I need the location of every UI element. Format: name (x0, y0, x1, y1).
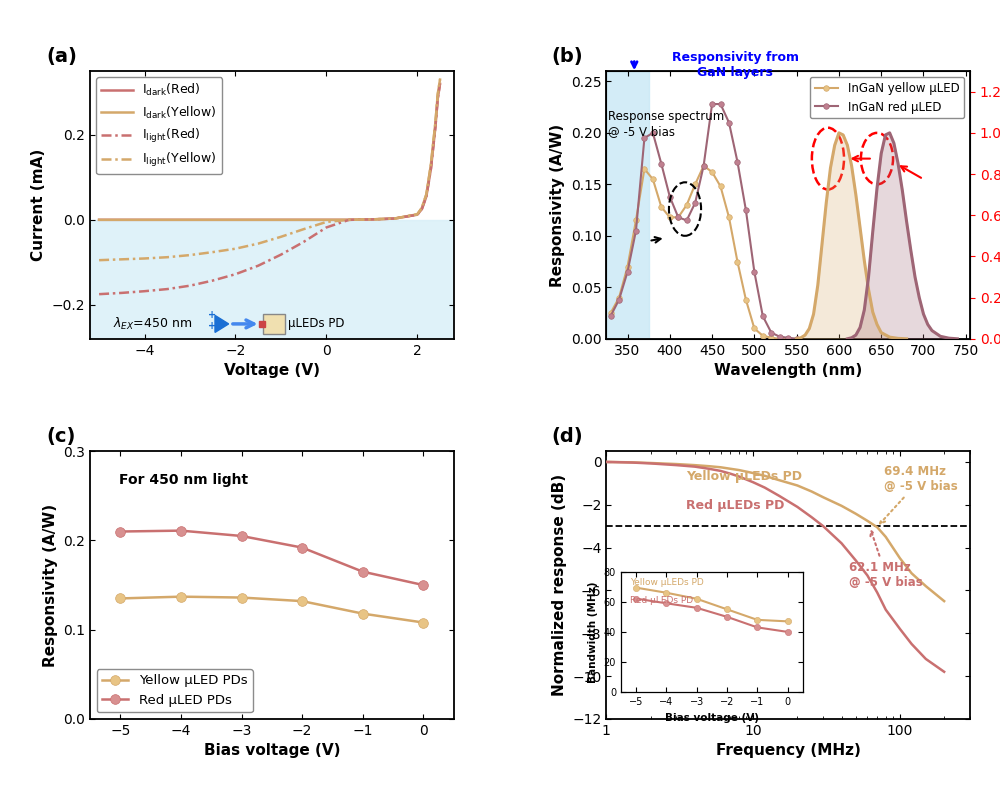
InGaN yellow μLED (757, 331, 769, 340)
InGaN red μLED (757, 311, 769, 321)
Text: μLEDs PD: μLEDs PD (288, 318, 344, 330)
InGaN red μLED (613, 295, 625, 304)
InGaN red μLED (655, 159, 667, 168)
Yellow μLED PDs (114, 594, 126, 604)
Y-axis label: Current (mA): Current (mA) (31, 149, 46, 261)
InGaN red μLED (774, 332, 786, 341)
InGaN yellow μLED (723, 213, 735, 222)
Text: (a): (a) (46, 47, 77, 66)
Y-axis label: Responsivity (A/W): Responsivity (A/W) (550, 123, 565, 287)
Yellow μLED PDs (357, 609, 369, 619)
InGaN yellow μLED (613, 293, 625, 303)
Yellow μLED PDs (417, 618, 429, 627)
InGaN red μLED (638, 134, 650, 143)
InGaN red μLED (630, 226, 642, 235)
Bar (606, 71, 649, 339)
Red μLED PDs (417, 581, 429, 590)
InGaN yellow μLED (698, 161, 710, 171)
Red μLED PDs (357, 567, 369, 577)
Red μLED PDs (236, 531, 248, 540)
Text: $\lambda_{EX}$=450 nm: $\lambda_{EX}$=450 nm (113, 316, 192, 332)
InGaN red μLED (731, 157, 743, 167)
X-axis label: Bias voltage (V): Bias voltage (V) (204, 743, 340, 758)
InGaN yellow μLED (740, 295, 752, 304)
InGaN yellow μLED (605, 308, 617, 318)
InGaN yellow μLED (748, 324, 760, 333)
InGaN yellow μLED (664, 213, 676, 222)
Legend: $\mathregular{I_{dark}}$(Red), $\mathregular{I_{dark}}$(Yellow), $\mathregular{I: $\mathregular{I_{dark}}$(Red), $\mathreg… (96, 77, 222, 175)
InGaN red μLED (723, 118, 735, 127)
Text: 69.4 MHz
@ -5 V bias: 69.4 MHz @ -5 V bias (880, 465, 958, 524)
Line: Yellow μLED PDs: Yellow μLED PDs (115, 592, 428, 627)
Text: +: + (208, 322, 216, 332)
InGaN red μLED (672, 213, 684, 222)
Line: InGaN red μLED: InGaN red μLED (608, 101, 799, 341)
InGaN red μLED (681, 216, 693, 225)
InGaN yellow μLED (622, 262, 634, 272)
Text: For 450 nm light: For 450 nm light (119, 472, 248, 487)
Red μLED PDs (175, 526, 187, 536)
Text: 62.1 MHz
@ -5 V bias: 62.1 MHz @ -5 V bias (849, 531, 923, 589)
InGaN yellow μLED (765, 333, 777, 343)
InGaN yellow μLED (647, 175, 659, 184)
Line: InGaN yellow μLED: InGaN yellow μLED (608, 163, 799, 341)
InGaN yellow μLED (638, 164, 650, 174)
Yellow μLED PDs (296, 596, 308, 606)
Legend: Yellow μLED PDs, Red μLED PDs: Yellow μLED PDs, Red μLED PDs (97, 669, 253, 713)
Text: (b): (b) (552, 47, 583, 66)
Text: +: + (208, 310, 216, 321)
InGaN yellow μLED (774, 334, 786, 344)
InGaN red μLED (748, 267, 760, 276)
Red μLED PDs (296, 543, 308, 552)
Line: Red μLED PDs: Red μLED PDs (115, 526, 428, 590)
InGaN yellow μLED (630, 216, 642, 225)
X-axis label: Voltage (V): Voltage (V) (224, 363, 320, 378)
InGaN yellow μLED (782, 334, 794, 344)
Text: (d): (d) (552, 427, 583, 446)
Text: Responsivity from
GaN layers: Responsivity from GaN layers (672, 51, 798, 79)
Y-axis label: Responsivity (A/W): Responsivity (A/W) (43, 503, 58, 667)
InGaN red μLED (689, 198, 701, 208)
InGaN red μLED (605, 311, 617, 321)
InGaN red μLED (782, 333, 794, 343)
InGaN red μLED (647, 128, 659, 137)
InGaN red μLED (715, 100, 727, 109)
Legend: InGaN yellow μLED, InGaN red μLED: InGaN yellow μLED, InGaN red μLED (810, 77, 964, 118)
InGaN red μLED (740, 205, 752, 215)
InGaN yellow μLED (689, 179, 701, 189)
Bar (263, 314, 285, 333)
InGaN yellow μLED (706, 167, 718, 177)
InGaN yellow μLED (681, 200, 693, 209)
Y-axis label: Normalized response (dB): Normalized response (dB) (552, 474, 567, 696)
Yellow μLED PDs (236, 592, 248, 602)
Text: (c): (c) (46, 427, 76, 446)
InGaN red μLED (698, 161, 710, 171)
Red μLED PDs (114, 527, 126, 536)
Polygon shape (215, 315, 229, 333)
Text: Yellow μLEDs PD: Yellow μLEDs PD (686, 470, 802, 483)
Text: $\mathregular{\frac{+}{-}}$: $\mathregular{\frac{+}{-}}$ (270, 320, 278, 330)
Yellow μLED PDs (175, 592, 187, 601)
InGaN yellow μLED (791, 334, 803, 344)
InGaN red μLED (664, 192, 676, 201)
X-axis label: Wavelength (nm): Wavelength (nm) (714, 363, 862, 378)
InGaN yellow μLED (655, 202, 667, 212)
Text: Red μLEDs PD: Red μLEDs PD (686, 499, 785, 513)
InGaN yellow μLED (731, 257, 743, 266)
Text: Response spectrum
@ -5 V bias: Response spectrum @ -5 V bias (608, 111, 724, 138)
InGaN red μLED (706, 100, 718, 109)
InGaN red μLED (791, 334, 803, 344)
Bar (90, 220, 454, 339)
InGaN red μLED (622, 267, 634, 276)
InGaN yellow μLED (715, 182, 727, 191)
X-axis label: Frequency (MHz): Frequency (MHz) (716, 743, 861, 758)
InGaN red μLED (765, 328, 777, 337)
InGaN yellow μLED (672, 213, 684, 222)
